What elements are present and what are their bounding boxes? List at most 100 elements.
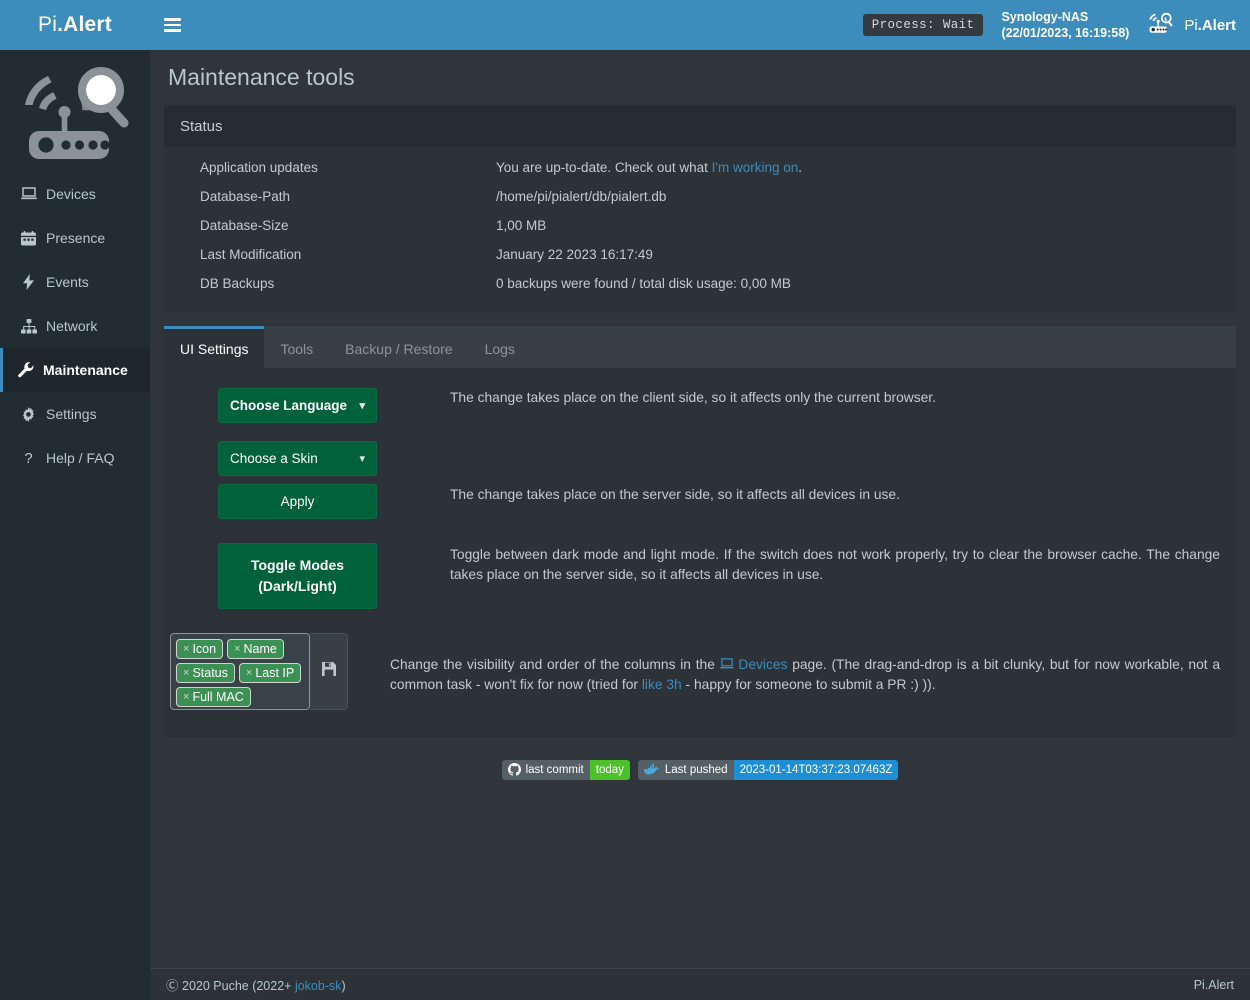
choose-language-dropdown[interactable]: Choose Language ▾ bbox=[218, 388, 377, 423]
last-pushed-value: 2023-01-14T03:37:23.07463Z bbox=[733, 760, 899, 780]
last-pushed-badge[interactable]: Last pushed 2023-01-14T03:37:23.07463Z bbox=[637, 760, 899, 780]
sidebar-item-presence[interactable]: Presence bbox=[0, 216, 150, 260]
tab-backup-restore[interactable]: Backup / Restore bbox=[345, 341, 453, 357]
remove-x-icon[interactable]: × bbox=[183, 643, 190, 655]
sidebar-item-help-faq[interactable]: ? Help / FAQ bbox=[0, 436, 150, 480]
status-key: Application updates bbox=[200, 160, 318, 175]
chip-label: Status bbox=[192, 666, 228, 680]
sidebar-item-label: Presence bbox=[46, 230, 106, 246]
column-chip-status[interactable]: × Status bbox=[176, 663, 235, 683]
sidebar-item-label: Devices bbox=[46, 186, 96, 202]
chip-label: Icon bbox=[192, 642, 217, 656]
sidebar-menu: Devices Presence Events Network Maintena… bbox=[0, 170, 150, 480]
sitemap-icon bbox=[20, 318, 37, 334]
remove-x-icon[interactable]: × bbox=[234, 643, 241, 655]
column-chip-name[interactable]: × Name bbox=[227, 639, 284, 659]
last-commit-label: last commit bbox=[501, 760, 590, 780]
toggle-modes-row: Toggle Modes (Dark/Light) Toggle between… bbox=[180, 543, 1220, 609]
hamburger-icon[interactable] bbox=[150, 0, 194, 50]
column-chip-icon[interactable]: × Icon bbox=[176, 639, 224, 659]
chevron-down-icon: ▾ bbox=[359, 453, 365, 465]
navbar-brand-suffix: .Alert bbox=[1197, 16, 1236, 34]
host-info: Synology-NAS (22/01/2023, 16:19:58) bbox=[1001, 9, 1129, 41]
toggle-modes-line1: Toggle Modes bbox=[250, 557, 345, 573]
status-key: DB Backups bbox=[200, 276, 275, 291]
like-3h-link[interactable]: like 3h bbox=[641, 677, 682, 692]
toggle-modes-line2: (Dark/Light) bbox=[258, 578, 337, 594]
status-badge: Process: Wait bbox=[862, 14, 984, 36]
tab-logs[interactable]: Logs bbox=[484, 341, 515, 357]
last-pushed-text: Last pushed bbox=[664, 764, 728, 776]
status-key: Last Modification bbox=[200, 247, 302, 262]
choose-skin-dropdown[interactable]: Choose a Skin ▾ bbox=[218, 441, 377, 476]
status-key: Database-Size bbox=[200, 218, 289, 233]
sidebar-item-label: Maintenance bbox=[43, 362, 128, 378]
status-value-suffix: . bbox=[798, 160, 803, 175]
ui-settings-panel: Choose Language ▾ The change takes place… bbox=[164, 368, 1236, 738]
language-setting-row: Choose Language ▾ The change takes place… bbox=[180, 388, 1220, 423]
status-panel-body: Application updates You are up-to-date. … bbox=[164, 147, 1236, 312]
tab-ui-settings[interactable]: UI Settings bbox=[164, 326, 265, 368]
columns-desc-part3: - happy for someone to submit a PR :) ))… bbox=[681, 677, 936, 692]
copyright-icon: Ⓒ bbox=[166, 979, 179, 993]
table-row: Database-Path /home/pi/pialert/db/pialer… bbox=[180, 182, 1220, 211]
tab-tools[interactable]: Tools bbox=[280, 341, 314, 357]
skin-control: Choose a Skin ▾ Apply bbox=[218, 441, 418, 519]
navbar-right: Process: Wait Synology-NAS (22/01/2023, … bbox=[862, 9, 1236, 41]
toggle-modes-control: Toggle Modes (Dark/Light) bbox=[218, 543, 418, 609]
toggle-modes-button[interactable]: Toggle Modes (Dark/Light) bbox=[218, 543, 377, 609]
remove-x-icon[interactable]: × bbox=[245, 667, 253, 679]
sidebar-item-label: Network bbox=[46, 318, 98, 334]
navbar-brand-prefix: Pi bbox=[1184, 16, 1198, 34]
sidebar-item-settings[interactable]: Settings bbox=[0, 392, 150, 436]
sidebar-item-maintenance[interactable]: Maintenance bbox=[0, 348, 150, 392]
router-scan-icon bbox=[1147, 12, 1175, 38]
sidebar-item-label: Events bbox=[46, 274, 89, 290]
last-commit-badge[interactable]: last commit today bbox=[501, 760, 630, 780]
status-value: You are up-to-date. Check out what I'm w… bbox=[492, 153, 1220, 182]
sidebar: Devices Presence Events Network Maintena… bbox=[0, 50, 150, 1000]
devices-page-link[interactable]: Devices bbox=[738, 657, 788, 672]
app-logo[interactable]: Pi .Alert bbox=[0, 0, 150, 50]
sidebar-item-label: Settings bbox=[46, 406, 97, 422]
columns-chips-box[interactable]: × Icon × Name × Status × Last IP × Full MAC bbox=[170, 633, 310, 710]
status-value: 0 backups were found / total disk usage:… bbox=[496, 276, 791, 291]
sidebar-item-network[interactable]: Network bbox=[0, 304, 150, 348]
last-pushed-label: Last pushed bbox=[637, 760, 734, 780]
navbar: Process: Wait Synology-NAS (22/01/2023, … bbox=[150, 0, 1250, 50]
language-control: Choose Language ▾ bbox=[218, 388, 418, 423]
navbar-brand[interactable]: Pi.Alert bbox=[1147, 12, 1236, 38]
github-icon bbox=[507, 763, 521, 777]
footer-brand: Pi.Alert bbox=[1193, 977, 1234, 992]
question-icon: ? bbox=[24, 449, 33, 467]
columns-desc-part1: Change the visibility and order of the c… bbox=[390, 657, 720, 672]
columns-row: × Icon × Name × Status × Last IP × Full MAC bbox=[170, 633, 1220, 710]
docker-icon bbox=[643, 763, 660, 777]
sidebar-item-devices[interactable]: Devices bbox=[0, 172, 150, 216]
laptop-icon bbox=[20, 187, 37, 201]
jokob-sk-link[interactable]: jokob-sk bbox=[294, 979, 342, 993]
table-row: Application updates You are up-to-date. … bbox=[180, 153, 1220, 182]
working-on-link[interactable]: I'm working on bbox=[711, 160, 799, 175]
apply-button[interactable]: Apply bbox=[218, 484, 377, 519]
chevron-down-icon: ▾ bbox=[359, 400, 365, 412]
laptop-icon bbox=[719, 657, 734, 672]
table-row: DB Backups 0 backups were found / total … bbox=[180, 269, 1220, 298]
tab-bar: UI Settings Tools Backup / Restore Logs bbox=[164, 326, 1236, 368]
host-name: Synology-NAS bbox=[1001, 10, 1089, 24]
column-chip-last-ip[interactable]: × Last IP bbox=[238, 663, 302, 683]
choose-skin-label: Choose a Skin bbox=[230, 451, 318, 466]
sidebar-item-events[interactable]: Events bbox=[0, 260, 150, 304]
calendar-icon bbox=[20, 230, 37, 246]
status-value: 1,00 MB bbox=[496, 218, 547, 233]
column-chip-full-mac[interactable]: × Full MAC bbox=[176, 687, 251, 707]
status-value-prefix: You are up-to-date. Check out what bbox=[496, 160, 712, 175]
status-value: /home/pi/pialert/db/pialert.db bbox=[496, 189, 667, 204]
remove-x-icon[interactable]: × bbox=[183, 691, 190, 703]
remove-x-icon[interactable]: × bbox=[183, 667, 190, 679]
save-columns-button[interactable] bbox=[310, 633, 348, 710]
table-row: Last Modification January 22 2023 16:17:… bbox=[180, 240, 1220, 269]
toggle-modes-description: Toggle between dark mode and light mode.… bbox=[450, 547, 1220, 582]
last-commit-text: last commit bbox=[525, 764, 584, 776]
wrench-icon bbox=[17, 362, 34, 378]
